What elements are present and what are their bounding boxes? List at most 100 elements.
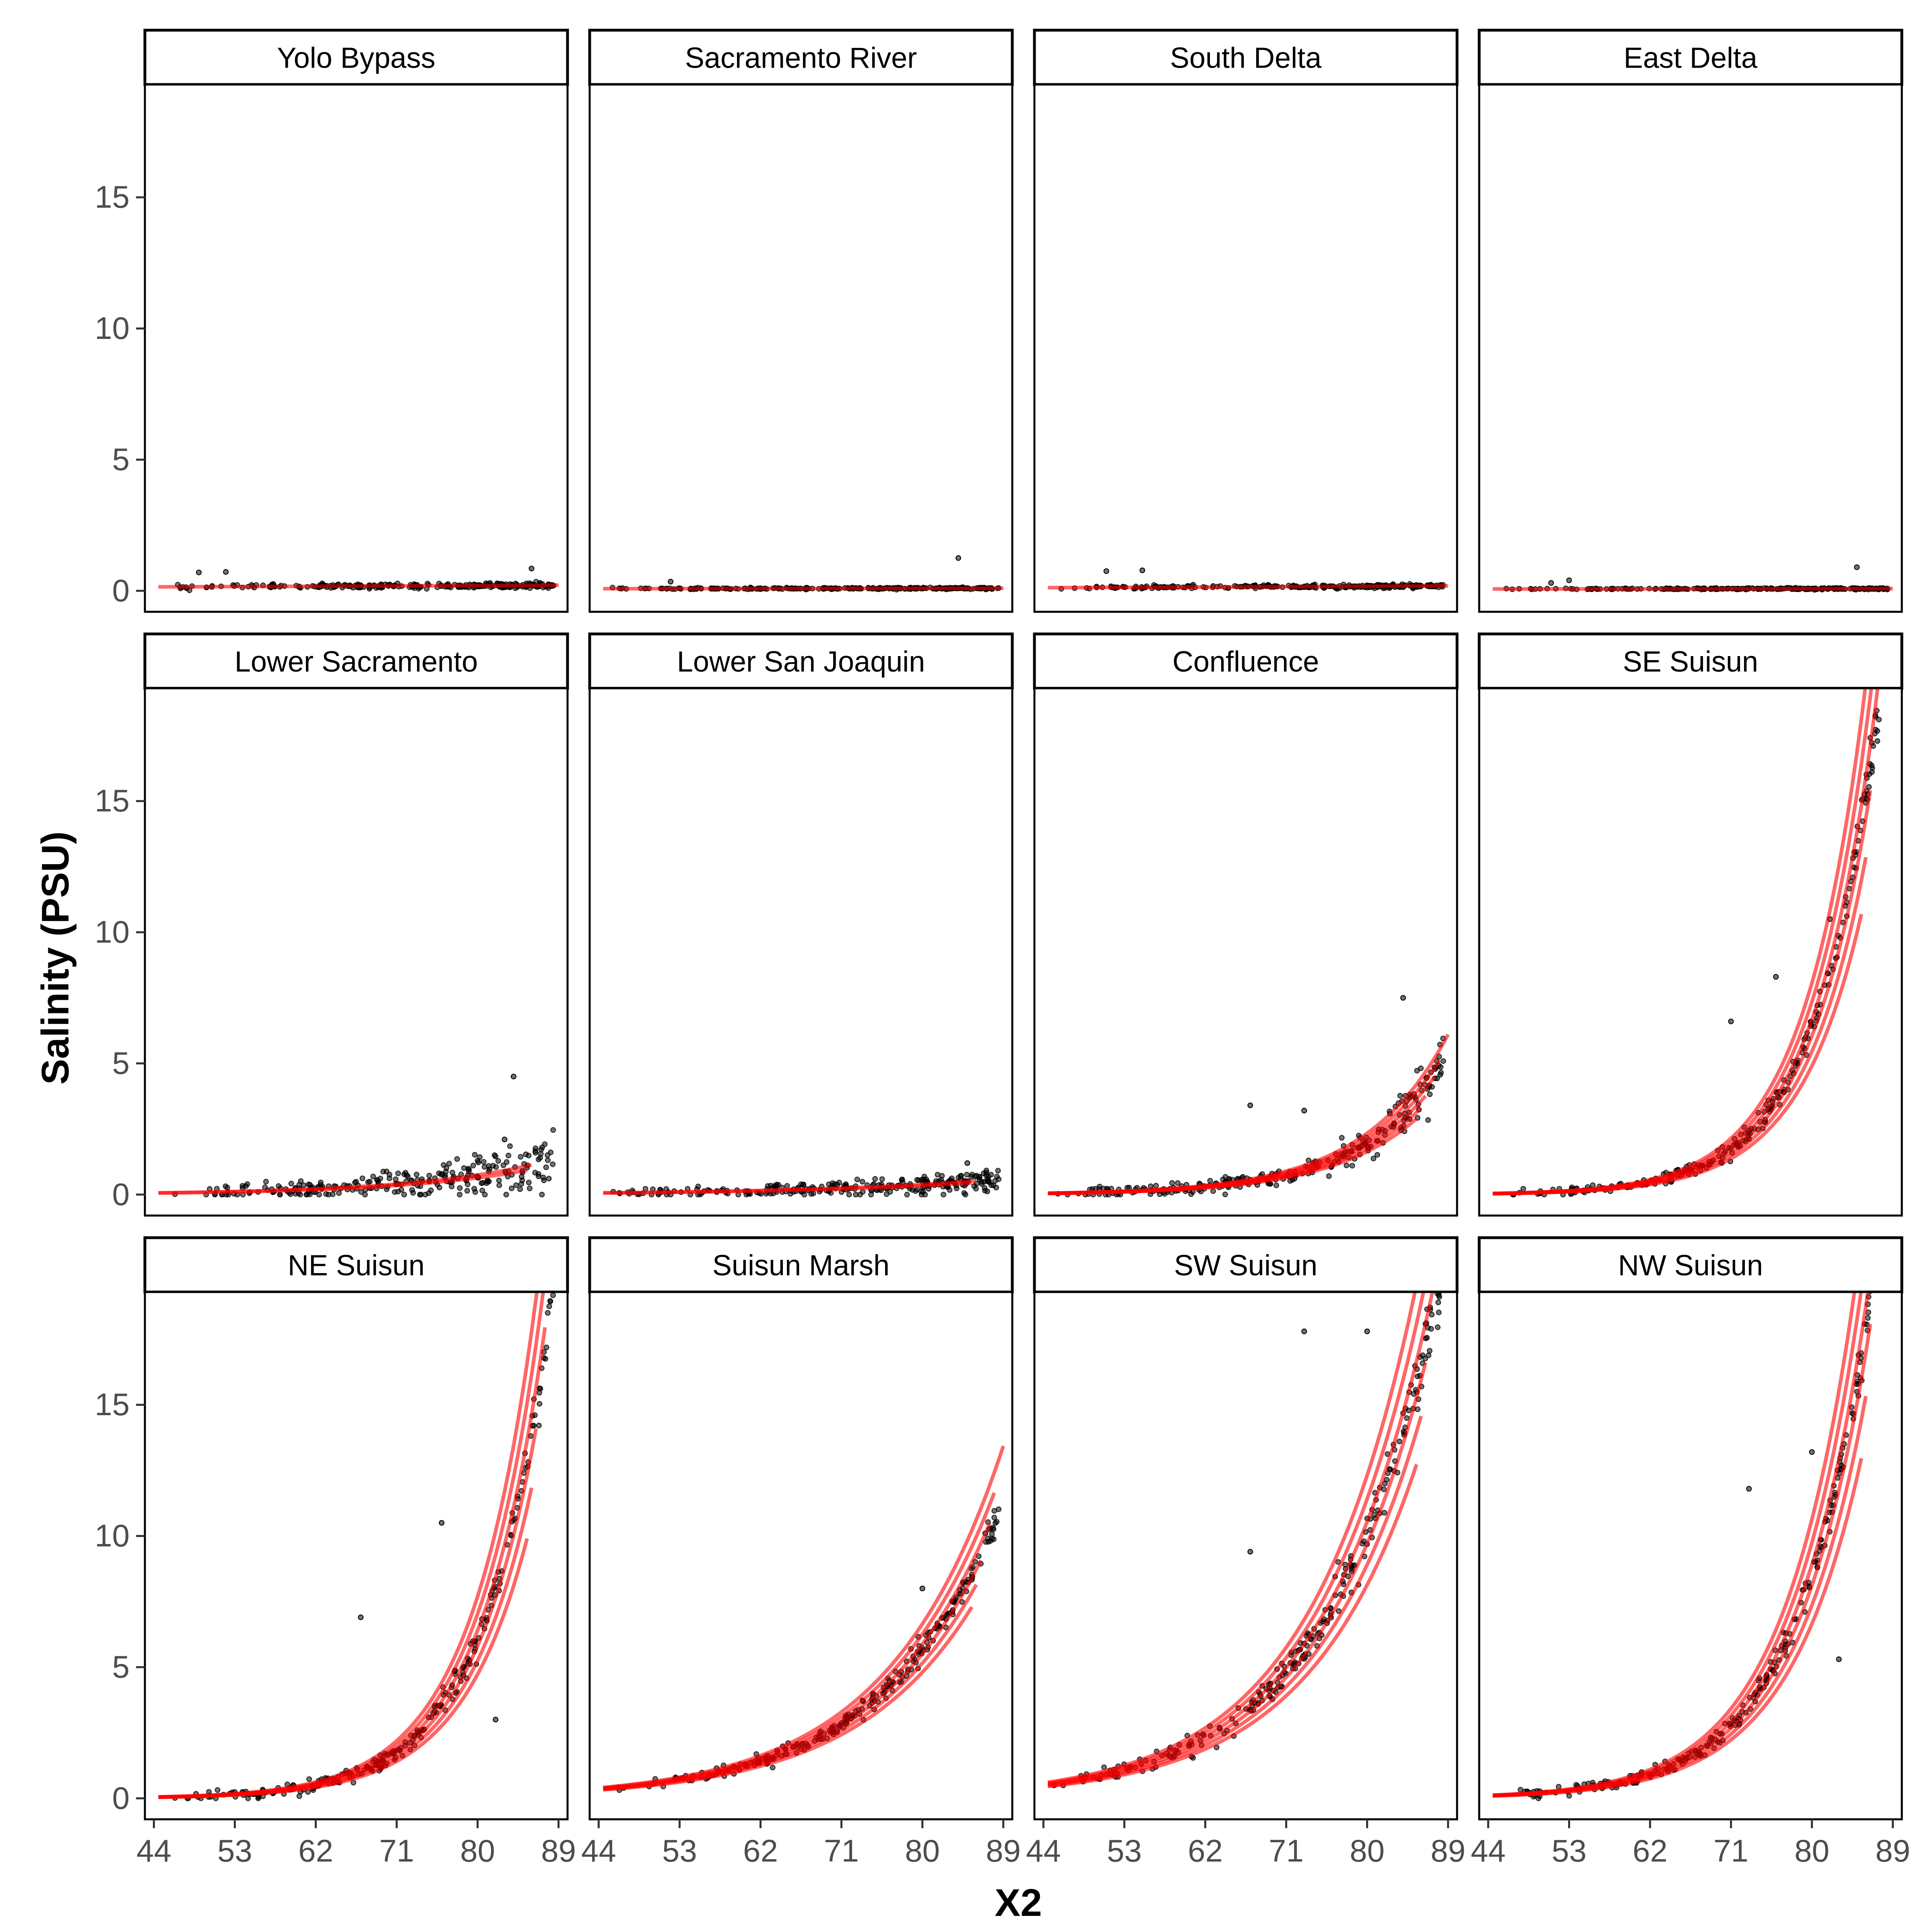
data-point xyxy=(1866,784,1872,790)
data-point xyxy=(550,1161,556,1167)
facet-panel: SE Suisun xyxy=(1478,632,1903,1217)
plot-area xyxy=(1034,1292,1457,1819)
plot-marks xyxy=(158,566,559,593)
x-tick-label: 62 xyxy=(1633,1833,1668,1868)
data-point xyxy=(543,1356,549,1362)
facet-panel: SW Suisun xyxy=(1033,1236,1459,1821)
fit-curve xyxy=(1048,1034,1450,1195)
data-point xyxy=(935,1172,941,1178)
data-point xyxy=(830,1180,836,1186)
data-point xyxy=(1326,1173,1332,1179)
plot-marks xyxy=(603,1445,1005,1793)
data-point xyxy=(477,1154,483,1160)
panel-border xyxy=(144,687,569,1217)
data-point xyxy=(545,1310,551,1316)
data-point xyxy=(287,1191,293,1197)
fit-curve xyxy=(1492,1292,1856,1797)
data-point xyxy=(439,1520,445,1526)
data-point xyxy=(1374,1152,1380,1158)
data-point xyxy=(1548,580,1554,586)
data-point xyxy=(1406,1408,1412,1414)
data-point xyxy=(550,1292,556,1298)
facet-label: Yolo Bypass xyxy=(277,42,436,74)
data-point xyxy=(493,1164,499,1170)
data-point xyxy=(277,1191,283,1197)
data-point xyxy=(215,1787,221,1793)
y-tick-label: 15 xyxy=(95,179,130,215)
y-tick-label: 0 xyxy=(112,1780,130,1816)
data-point xyxy=(504,1159,510,1165)
data-point xyxy=(543,1344,549,1350)
data-point xyxy=(642,1186,648,1192)
facet-panel: Sacramento River xyxy=(588,29,1014,613)
data-point xyxy=(533,1146,539,1151)
y-tick-label: 0 xyxy=(112,1177,130,1212)
data-point xyxy=(860,1189,866,1195)
y-axis-title: Salinity (PSU) xyxy=(34,831,77,1084)
data-point xyxy=(1153,1183,1159,1189)
data-point xyxy=(1854,564,1860,570)
data-point xyxy=(545,1152,551,1158)
data-point xyxy=(1387,1466,1393,1472)
data-point xyxy=(409,1187,415,1193)
data-point xyxy=(1876,716,1882,722)
facet-label: Confluence xyxy=(1172,646,1319,678)
data-point xyxy=(854,1177,860,1183)
data-point xyxy=(982,1185,988,1191)
facet-label: South Delta xyxy=(1170,42,1322,74)
data-point xyxy=(479,1187,485,1193)
facet-strip xyxy=(1478,632,1903,690)
panel-border xyxy=(1033,687,1458,1217)
data-point xyxy=(801,1191,807,1197)
data-point xyxy=(370,1174,376,1179)
data-point xyxy=(1728,1018,1734,1024)
data-point xyxy=(1301,1108,1307,1114)
x-tick-label: 89 xyxy=(541,1833,576,1868)
plot-area xyxy=(1479,1292,1902,1819)
facet-strip xyxy=(588,29,1014,86)
fit-curve xyxy=(158,583,559,589)
data-point xyxy=(547,1298,553,1304)
data-point xyxy=(506,1152,512,1158)
plot-area xyxy=(145,688,568,1216)
data-point xyxy=(395,1170,401,1177)
data-point xyxy=(1169,1180,1175,1186)
data-point xyxy=(1207,1178,1213,1184)
data-point xyxy=(386,1175,392,1181)
panels-layer: Yolo Bypass Sacramento River South Delta Ea… xyxy=(143,29,1903,1821)
data-point xyxy=(912,1188,919,1194)
data-point xyxy=(1435,1299,1441,1305)
panel-border xyxy=(144,1291,569,1821)
data-point xyxy=(307,1191,313,1197)
panel-border xyxy=(1478,687,1903,1217)
fit-curve xyxy=(1492,688,1867,1195)
data-point xyxy=(1381,1510,1387,1516)
data-point xyxy=(695,1183,701,1189)
data-point xyxy=(196,570,202,576)
data-point xyxy=(378,1175,383,1181)
y-tick-label: 10 xyxy=(95,310,130,346)
data-point xyxy=(307,1182,313,1188)
data-point xyxy=(457,1191,463,1197)
data-point xyxy=(1301,1328,1307,1334)
data-point xyxy=(306,1776,312,1782)
data-point xyxy=(1274,1183,1279,1188)
data-point xyxy=(972,1174,978,1180)
data-point xyxy=(996,1506,1002,1512)
panel-border xyxy=(588,1291,1013,1821)
data-point xyxy=(539,1191,545,1197)
data-point xyxy=(518,1154,524,1160)
data-point xyxy=(987,1538,993,1544)
data-point xyxy=(472,1152,478,1158)
plot-area xyxy=(590,85,1012,612)
data-point xyxy=(519,1177,525,1183)
plot-marks xyxy=(158,1073,556,1197)
data-point xyxy=(487,1166,493,1172)
data-point xyxy=(426,1172,432,1179)
fit-curve xyxy=(1492,586,1893,591)
x-tick-label: 89 xyxy=(986,1833,1021,1868)
data-point xyxy=(507,1143,513,1149)
x-tick-label: 71 xyxy=(1269,1833,1304,1868)
data-point xyxy=(486,1179,492,1185)
